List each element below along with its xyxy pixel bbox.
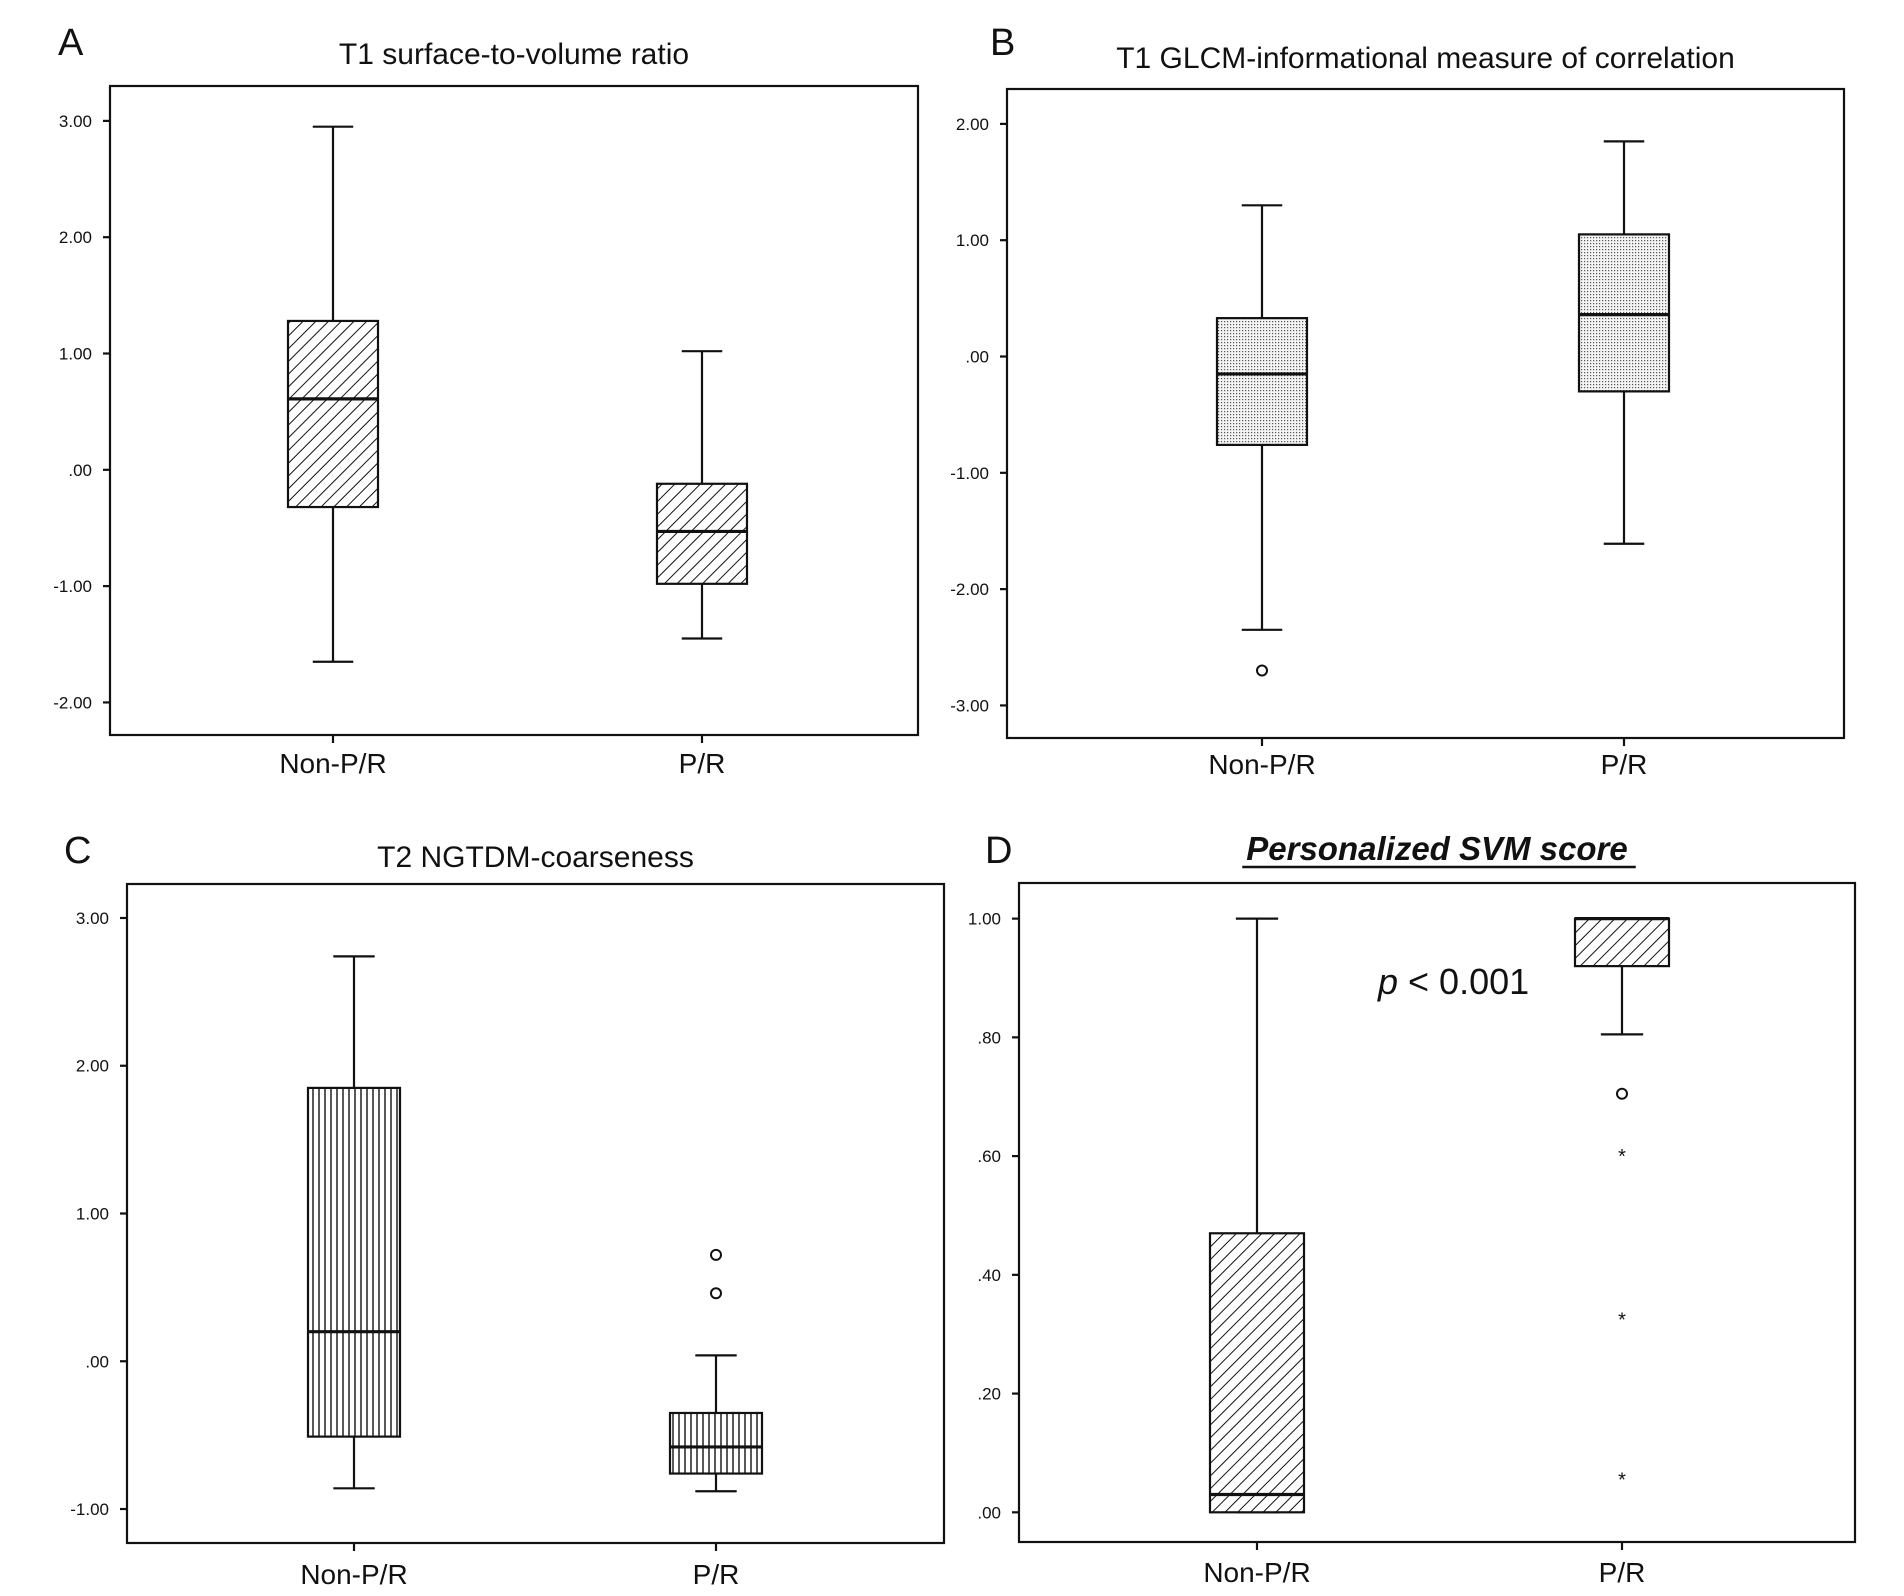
- outlier-point: [710, 1287, 722, 1300]
- box-non-p-r: [306, 955, 402, 1490]
- y-tick-label: 1.00: [76, 1205, 109, 1224]
- p-value-annotation: p < 0.001: [1377, 961, 1529, 1002]
- y-tick-label: -3.00: [950, 696, 989, 715]
- x-category-label: Non-P/R: [300, 1559, 407, 1590]
- panel-title: T1 GLCM-informational measure of correla…: [1116, 42, 1735, 75]
- extreme-point: *: [1618, 1309, 1626, 1331]
- y-tick-label: 3.00: [59, 112, 92, 131]
- box-p-r: [655, 350, 749, 640]
- box-p-r: [668, 1248, 764, 1493]
- panel-title: T1 surface-to-volume ratio: [339, 38, 689, 71]
- y-tick-label: -1.00: [950, 464, 989, 483]
- y-tick-label: 2.00: [956, 115, 989, 134]
- panel-letter: B: [990, 22, 1015, 64]
- panel-title: Personalized SVM score: [1246, 830, 1627, 867]
- y-tick-label: .20: [977, 1385, 1001, 1404]
- box-p-r: [1577, 140, 1671, 545]
- iqr-box: [668, 1411, 764, 1475]
- y-tick-label: 1.00: [968, 910, 1001, 929]
- y-tick-label: 3.00: [76, 909, 109, 928]
- y-tick-label: 1.00: [956, 231, 989, 250]
- panel-letter: D: [985, 830, 1012, 872]
- y-tick-label: -1.00: [70, 1500, 109, 1519]
- panel-title: T2 NGTDM-coarseness: [377, 841, 694, 874]
- outlier-point: [710, 1248, 722, 1261]
- panel-letter: A: [58, 22, 84, 64]
- plot-frame: [125, 882, 946, 1545]
- box-non-p-r: [286, 125, 380, 663]
- panel-letter: C: [64, 830, 91, 872]
- iqr-box: [655, 482, 749, 585]
- box-non-p-r: [1215, 204, 1309, 677]
- x-category-label: P/R: [1601, 749, 1648, 780]
- y-tick-label: .00: [68, 461, 92, 480]
- p-symbol: p: [1377, 961, 1398, 1002]
- x-category-label: Non-P/R: [279, 748, 386, 779]
- panel-d: D Personalized SVM score 1.00 .80 .60 .40 .20.…: [968, 830, 1857, 1588]
- iqr-box: [286, 319, 380, 509]
- box-non-p-r: [1208, 917, 1306, 1514]
- iqr-box: [1573, 917, 1671, 968]
- y-tick-label: -1.00: [53, 577, 92, 596]
- y-tick-label: .00: [85, 1352, 109, 1371]
- y-tick-label: .00: [965, 348, 989, 367]
- extreme-point: *: [1618, 1470, 1626, 1492]
- panel-a: A T1 surface-to-volume ratio 3.00 2.00 1.00.…: [53, 22, 920, 779]
- iqr-box: [1577, 233, 1671, 393]
- x-category-label: Non-P/R: [1203, 1557, 1310, 1588]
- y-tick-label: 2.00: [59, 228, 92, 247]
- y-tick-label: .00: [977, 1503, 1001, 1522]
- y-tick-label: 1.00: [59, 345, 92, 364]
- y-tick-label: -2.00: [950, 580, 989, 599]
- panel-c: C T2 NGTDM-coarseness 3.00 2.00 1.00 .00 -1.00…: [64, 830, 946, 1590]
- iqr-box: [1208, 1232, 1306, 1514]
- y-tick-label: .60: [977, 1147, 1001, 1166]
- outlier-point: [1616, 1087, 1628, 1100]
- y-tick-label: -2.00: [53, 693, 92, 712]
- outlier-point: [1256, 664, 1268, 677]
- extreme-point: *: [1618, 1146, 1626, 1168]
- p-value-text: < 0.001: [1398, 961, 1529, 1002]
- x-category-label: P/R: [693, 1559, 740, 1590]
- y-tick-label: .40: [977, 1266, 1001, 1285]
- y-tick-label: .80: [977, 1028, 1001, 1047]
- plot-frame: [108, 84, 920, 737]
- box-p-r: * * *: [1573, 917, 1671, 1492]
- x-category-label: Non-P/R: [1208, 749, 1315, 780]
- x-category-label: P/R: [679, 748, 726, 779]
- iqr-box: [306, 1086, 402, 1438]
- y-tick-label: 2.00: [76, 1057, 109, 1076]
- plot-frame: [1005, 87, 1846, 740]
- plot-frame: [1017, 881, 1857, 1544]
- iqr-box: [1215, 317, 1309, 447]
- panel-b: B T1 GLCM-informational measure of correl…: [950, 22, 1846, 780]
- x-category-label: P/R: [1599, 1557, 1646, 1588]
